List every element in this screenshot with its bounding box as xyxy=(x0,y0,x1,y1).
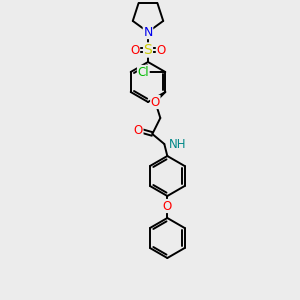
Text: N: N xyxy=(143,26,153,38)
Text: S: S xyxy=(144,43,152,57)
Text: O: O xyxy=(163,200,172,212)
Text: NH: NH xyxy=(169,137,187,151)
Text: O: O xyxy=(130,44,140,56)
Text: O: O xyxy=(156,44,166,56)
Text: O: O xyxy=(151,95,160,109)
Text: O: O xyxy=(134,124,143,136)
Text: Cl: Cl xyxy=(137,65,149,79)
